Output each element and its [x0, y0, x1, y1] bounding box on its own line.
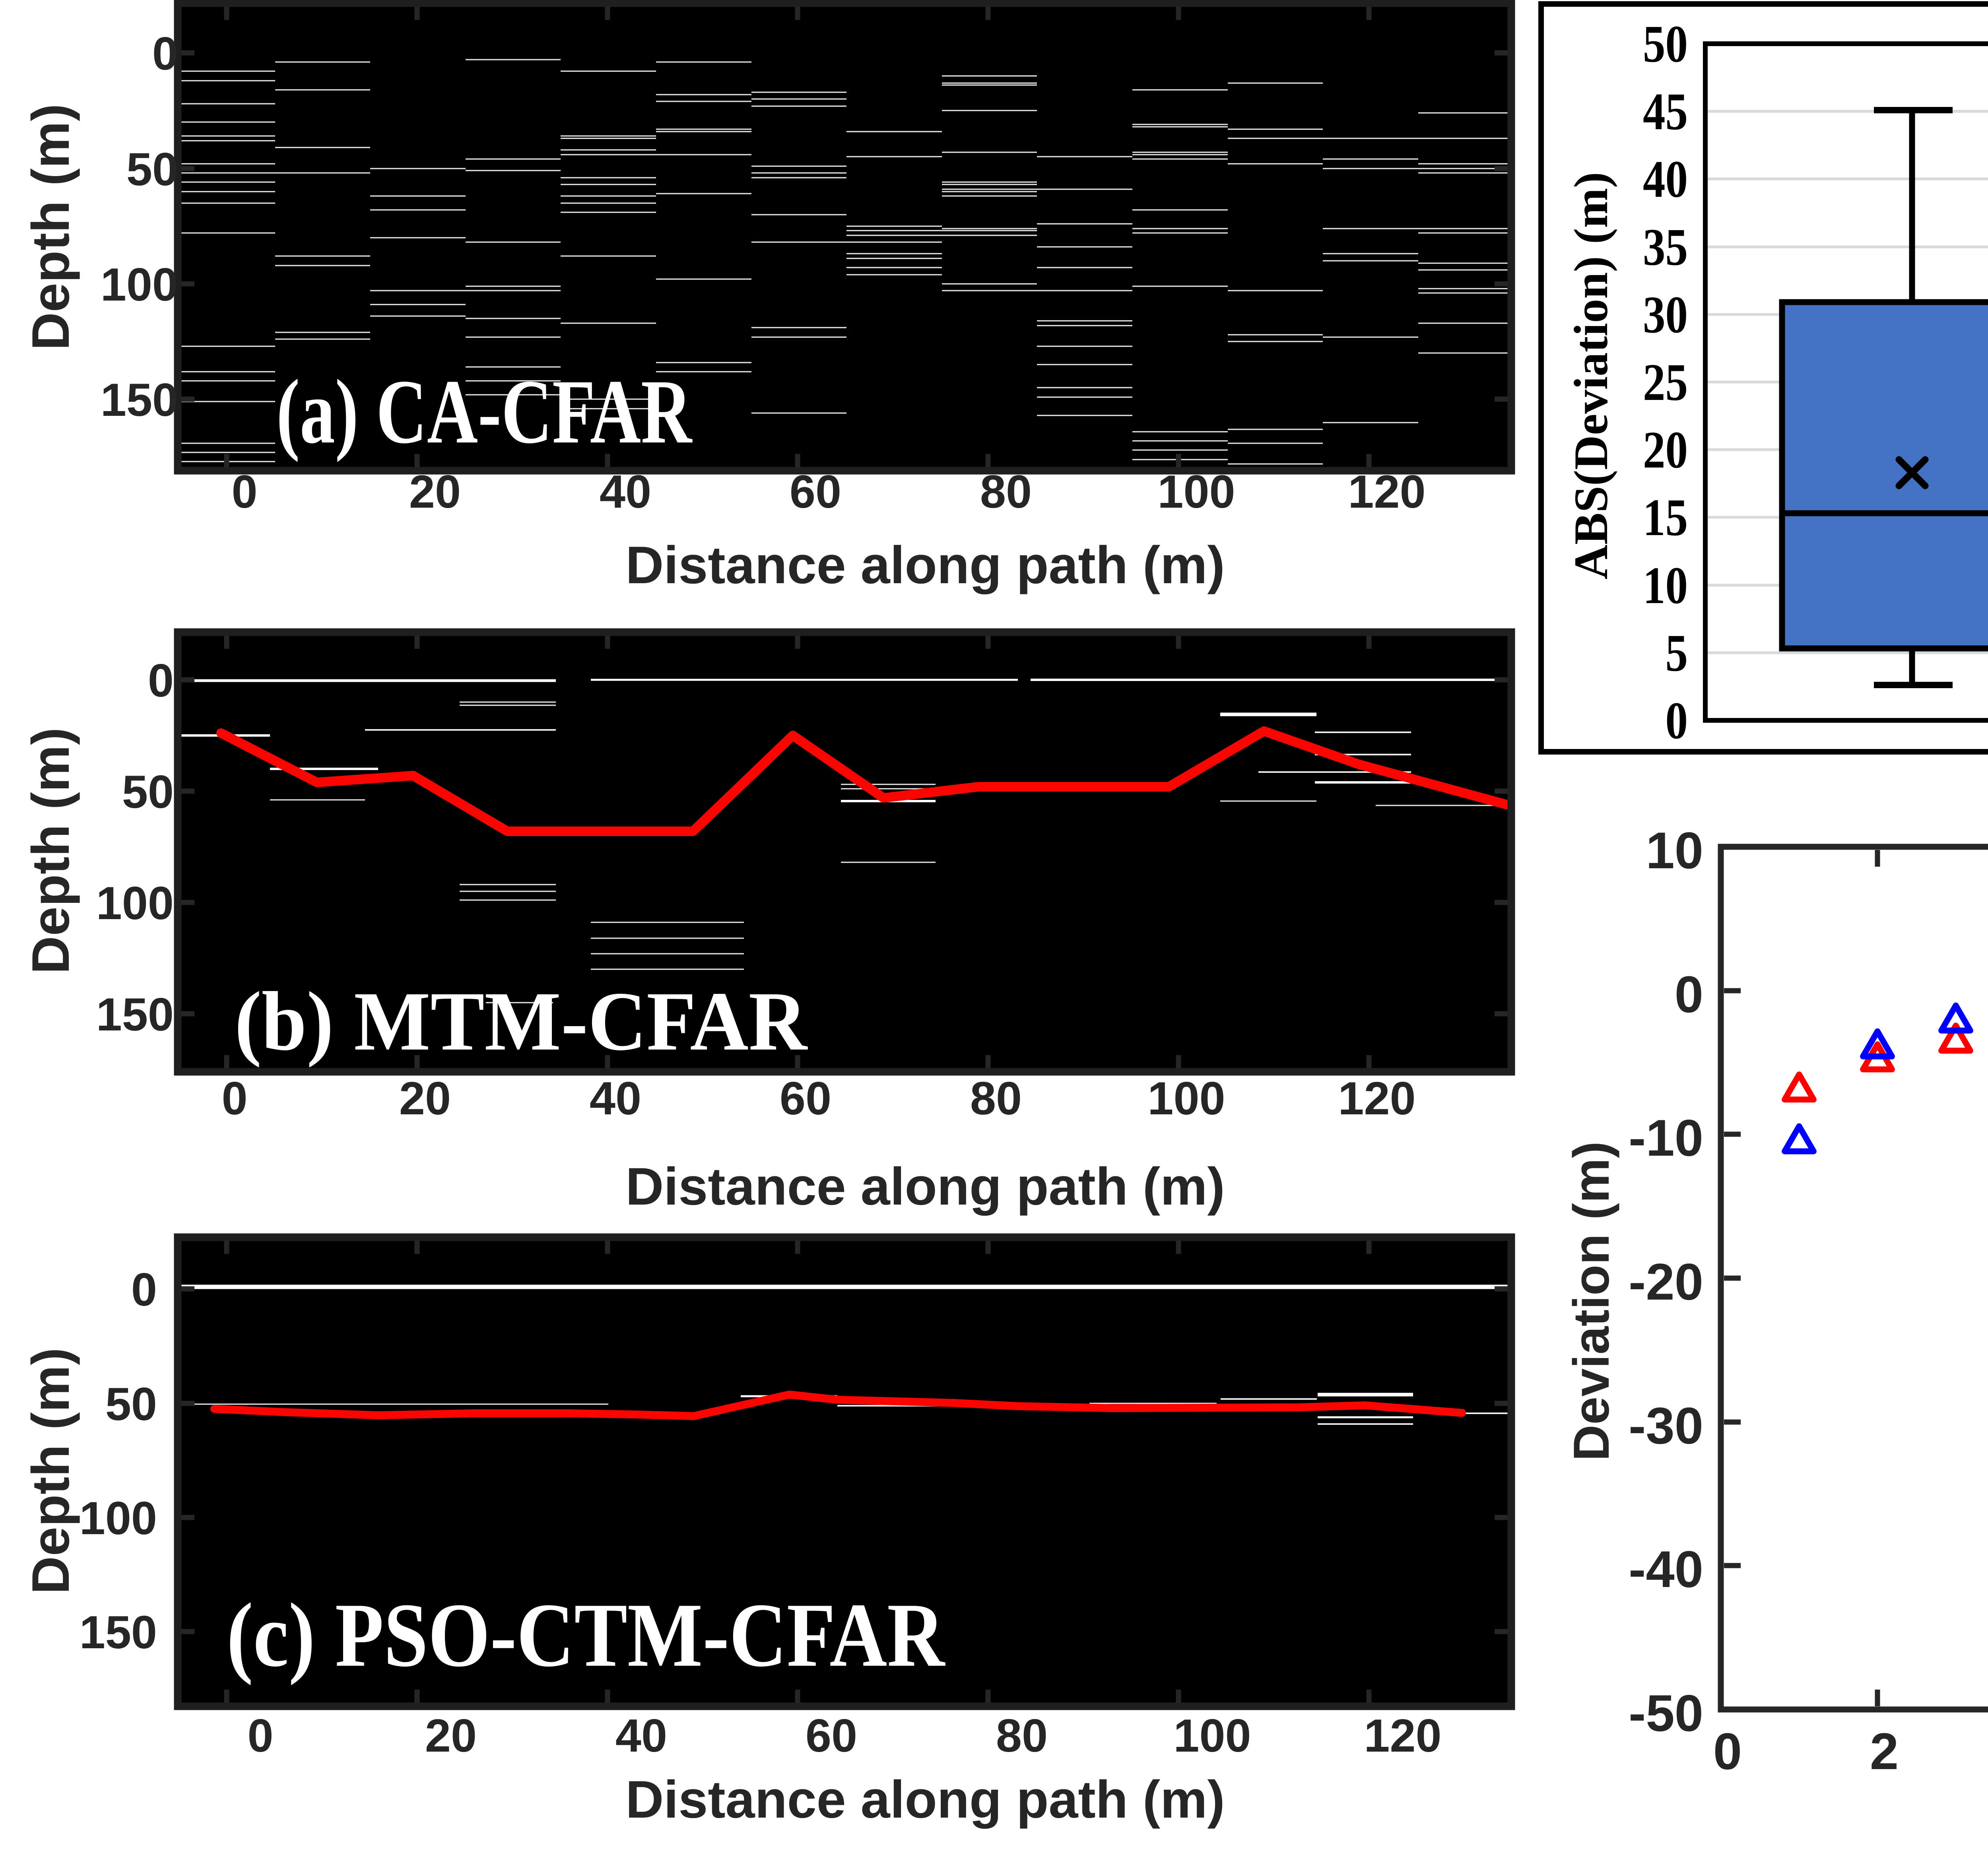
svg-text:45: 45 [1643, 82, 1688, 141]
svg-text:Distance along path (m): Distance along path (m) [625, 1157, 1225, 1216]
svg-text:60: 60 [780, 1072, 831, 1124]
svg-text:Deviation (m): Deviation (m) [1563, 1141, 1619, 1461]
svg-text:0: 0 [231, 466, 257, 518]
svg-text:Depth (m): Depth (m) [21, 1348, 80, 1595]
svg-text:100: 100 [96, 877, 174, 929]
svg-text:20: 20 [409, 466, 461, 518]
svg-text:2: 2 [1870, 1722, 1899, 1780]
svg-text:0: 0 [148, 654, 174, 706]
svg-text:-20: -20 [1629, 1253, 1703, 1311]
svg-text:120: 120 [1348, 466, 1425, 518]
svg-text:0: 0 [221, 1072, 247, 1124]
svg-text:30: 30 [1643, 285, 1688, 344]
svg-text:-10: -10 [1629, 1109, 1703, 1167]
svg-text:20: 20 [1643, 420, 1688, 479]
svg-text:(b) MTM-CFAR: (b) MTM-CFAR [235, 974, 808, 1068]
svg-text:25: 25 [1643, 353, 1688, 411]
svg-text:Depth (m): Depth (m) [21, 104, 80, 351]
svg-text:-30: -30 [1629, 1397, 1703, 1455]
svg-text:40: 40 [590, 1072, 641, 1124]
svg-text:50: 50 [105, 1378, 157, 1430]
svg-text:15: 15 [1643, 488, 1688, 547]
svg-text:5: 5 [1665, 623, 1688, 682]
svg-text:50: 50 [122, 766, 174, 818]
svg-text:100: 100 [80, 1492, 157, 1544]
svg-text:-50: -50 [1629, 1684, 1703, 1742]
svg-text:150: 150 [101, 374, 178, 426]
svg-text:100: 100 [1157, 466, 1235, 518]
svg-text:120: 120 [1364, 1709, 1441, 1762]
svg-text:Distance along path (m): Distance along path (m) [625, 536, 1225, 595]
svg-text:(c) PSO-CTM-CFAR: (c) PSO-CTM-CFAR [227, 1584, 946, 1686]
svg-text:-40: -40 [1629, 1540, 1703, 1598]
svg-text:0: 0 [152, 27, 178, 80]
svg-text:0: 0 [1675, 965, 1703, 1023]
svg-text:60: 60 [806, 1709, 857, 1762]
svg-text:100: 100 [1173, 1709, 1251, 1762]
svg-text:35: 35 [1643, 217, 1688, 276]
svg-text:50: 50 [126, 143, 178, 195]
svg-text:Distance along path (m): Distance along path (m) [625, 1770, 1225, 1829]
svg-text:10: 10 [1643, 556, 1688, 615]
svg-text:20: 20 [425, 1709, 477, 1762]
svg-text:60: 60 [790, 466, 841, 518]
svg-text:150: 150 [96, 988, 174, 1040]
svg-text:0: 0 [1713, 1722, 1742, 1780]
svg-text:80: 80 [970, 1072, 1022, 1124]
svg-text:(a) CA-CFAR: (a) CA-CFAR [276, 361, 693, 462]
svg-text:0: 0 [1665, 691, 1688, 750]
svg-text:100: 100 [101, 258, 178, 310]
svg-text:ABS(Deviation) (m): ABS(Deviation) (m) [1565, 172, 1618, 579]
svg-text:40: 40 [600, 466, 651, 518]
svg-text:100: 100 [1147, 1072, 1225, 1124]
svg-text:0: 0 [131, 1263, 157, 1315]
svg-text:40: 40 [1643, 149, 1688, 208]
svg-text:10: 10 [1646, 821, 1703, 879]
svg-text:0: 0 [247, 1709, 273, 1762]
svg-text:Depth (m): Depth (m) [21, 728, 80, 974]
svg-text:80: 80 [980, 466, 1032, 518]
svg-text:150: 150 [80, 1606, 157, 1658]
svg-text:20: 20 [399, 1072, 451, 1124]
svg-text:40: 40 [615, 1709, 667, 1762]
svg-text:80: 80 [996, 1709, 1048, 1762]
svg-text:120: 120 [1338, 1072, 1415, 1124]
svg-text:50: 50 [1643, 14, 1688, 73]
